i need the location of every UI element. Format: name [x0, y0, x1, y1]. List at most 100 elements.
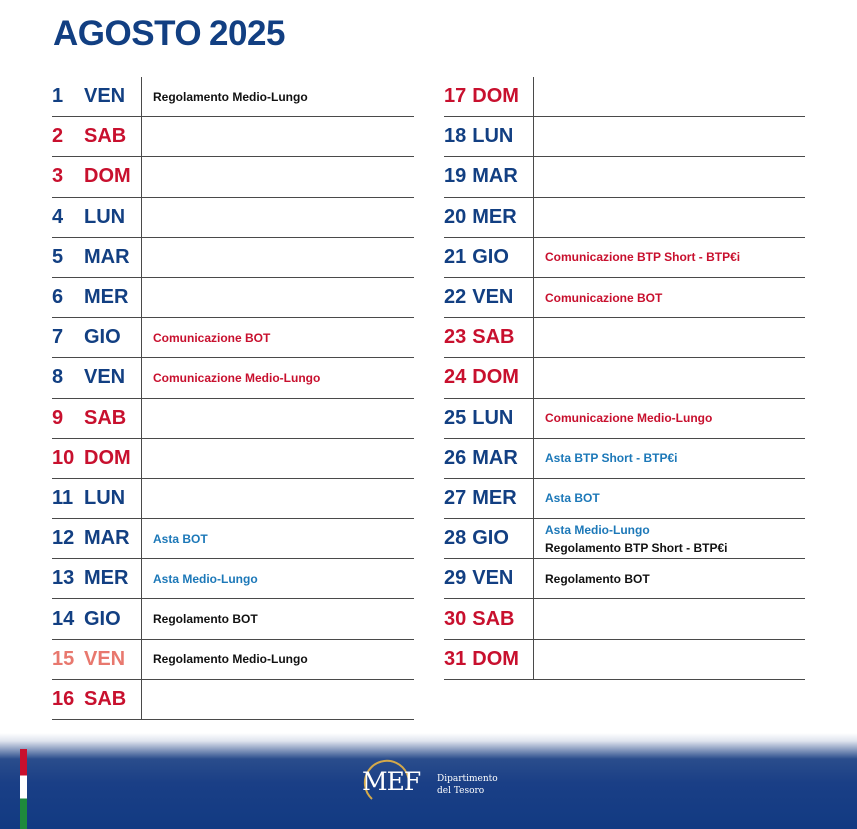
- day-number: 2: [52, 125, 64, 148]
- weekday-name: VEN: [472, 567, 514, 590]
- weekday-name: LUN: [472, 406, 514, 429]
- day-row: 5 MAR: [52, 237, 414, 278]
- day-number: 22: [444, 286, 467, 309]
- day-label: 19 MAR: [444, 157, 534, 197]
- day-events: Asta BTP Short - BTP€i: [534, 449, 677, 467]
- day-number: 20: [444, 205, 467, 228]
- weekday-name: DOM: [472, 366, 519, 389]
- day-number: 4: [52, 205, 64, 228]
- weekday-name: LUN: [84, 205, 126, 228]
- event-item: Asta Medio-Lungo: [545, 522, 650, 537]
- weekday-name: MAR: [84, 245, 130, 268]
- day-number: 8: [52, 366, 64, 389]
- weekday-name: MER: [84, 286, 129, 309]
- calendar-column-left: 1 VEN Regolamento Medio-Lungo 2 SAB 3 DOM 4 LUN 5…: [52, 77, 414, 720]
- day-number: 15: [52, 647, 75, 670]
- day-label: 31 DOM: [444, 639, 534, 679]
- day-row: 28 GIO Asta Medio-Lungo Regolamento BTP Sho…: [444, 519, 805, 560]
- month-label: AGOSTO: [53, 14, 202, 53]
- weekday-name: VEN: [84, 85, 126, 108]
- day-number: 26: [444, 446, 467, 469]
- weekday-name: VEN: [84, 366, 126, 389]
- event-item: Comunicazione Medio-Lungo: [545, 411, 713, 426]
- event-item: Regolamento BOT: [153, 612, 258, 627]
- day-label: 23 SAB: [444, 318, 534, 358]
- event-item: Asta Medio-Lungo: [153, 571, 258, 586]
- day-label: 10 DOM: [52, 438, 142, 478]
- day-events: Regolamento BOT: [534, 570, 650, 588]
- day-label: 8 VEN: [52, 358, 142, 398]
- day-row: 16 SAB: [52, 679, 414, 720]
- day-row: 7 GIO Comunicazione BOT: [52, 318, 414, 359]
- event-item: Comunicazione BOT: [153, 330, 271, 345]
- day-label: 1 VEN: [52, 77, 142, 117]
- weekday-name: SAB: [472, 326, 515, 349]
- weekday-name: LUN: [472, 125, 514, 148]
- event-item: Regolamento Medio-Lungo: [153, 652, 308, 667]
- weekday-name: SAB: [84, 406, 127, 429]
- event-item: Comunicazione BTP Short - BTP€i: [545, 250, 741, 265]
- department-name: Dipartimento del Tesoro: [437, 773, 498, 797]
- weekday-name: MER: [472, 205, 517, 228]
- event-item: Regolamento Medio-Lungo: [153, 89, 308, 104]
- day-row: 6 MER: [52, 277, 414, 319]
- day-events: Asta Medio-Lungo: [142, 570, 258, 588]
- day-label: 26 MAR: [444, 438, 534, 478]
- weekday-name: VEN: [84, 647, 126, 670]
- day-number: 16: [52, 687, 75, 710]
- day-label: 11 LUN: [52, 478, 142, 519]
- year-label: 2025: [209, 14, 285, 53]
- day-row: 27 MER Asta BOT: [444, 478, 805, 520]
- day-row: 31 DOM: [444, 639, 805, 680]
- italian-flag-stripe: [20, 749, 27, 829]
- weekday-name: VEN: [472, 286, 514, 309]
- day-number: 1: [52, 85, 64, 108]
- mef-logo: MEF Dipartimento del Tesoro: [362, 759, 522, 809]
- day-label: 9 SAB: [52, 398, 142, 438]
- weekday-name: MAR: [84, 527, 130, 550]
- weekday-name: SAB: [472, 607, 515, 630]
- day-number: 6: [52, 286, 64, 309]
- day-row: 18 LUN: [444, 117, 805, 158]
- weekday-name: MAR: [472, 446, 518, 469]
- day-label: 5 MAR: [52, 237, 142, 277]
- day-label: 15 VEN: [52, 639, 142, 679]
- day-label: 7 GIO: [52, 318, 142, 358]
- day-row: 10 DOM: [52, 438, 414, 479]
- footer-band: [0, 733, 857, 829]
- day-number: 11: [52, 486, 74, 509]
- weekday-name: MER: [84, 567, 129, 590]
- event-item: Regolamento BTP Short - BTP€i: [545, 540, 728, 555]
- day-number: 30: [444, 607, 467, 630]
- day-label: 14 GIO: [52, 599, 142, 639]
- weekday-name: DOM: [472, 85, 519, 108]
- page-title: AGOSTO 2025: [53, 14, 285, 54]
- logo-mef-text: MEF: [362, 767, 421, 796]
- day-number: 25: [444, 406, 467, 429]
- weekday-name: GIO: [84, 326, 121, 349]
- weekday-name: GIO: [472, 245, 509, 268]
- day-row: 30 SAB: [444, 599, 805, 640]
- day-number: 24: [444, 366, 467, 389]
- day-label: 24 DOM: [444, 358, 534, 398]
- day-row: 17 DOM: [444, 77, 805, 118]
- day-label: 17 DOM: [444, 77, 534, 117]
- day-row: 2 SAB: [52, 117, 414, 158]
- day-events: Regolamento Medio-Lungo: [142, 88, 308, 106]
- day-events: Regolamento BOT: [142, 610, 258, 628]
- day-label: 20 MER: [444, 197, 534, 237]
- day-events: Comunicazione BOT: [142, 329, 270, 347]
- day-row: 4 LUN: [52, 197, 414, 238]
- day-label: 27 MER: [444, 478, 534, 519]
- day-events: Asta Medio-Lungo Regolamento BTP Short - …: [534, 521, 727, 557]
- day-label: 13 MER: [52, 559, 142, 599]
- day-row: 9 SAB: [52, 398, 414, 439]
- event-item: Comunicazione BOT: [545, 290, 663, 305]
- day-events: Comunicazione Medio-Lungo: [534, 409, 712, 427]
- day-row: 8 VEN Comunicazione Medio-Lungo: [52, 358, 414, 399]
- day-number: 3: [52, 165, 64, 188]
- day-label: 12 MAR: [52, 519, 142, 559]
- weekday-name: DOM: [84, 446, 131, 469]
- day-label: 2 SAB: [52, 117, 142, 157]
- day-row: 19 MAR: [444, 157, 805, 198]
